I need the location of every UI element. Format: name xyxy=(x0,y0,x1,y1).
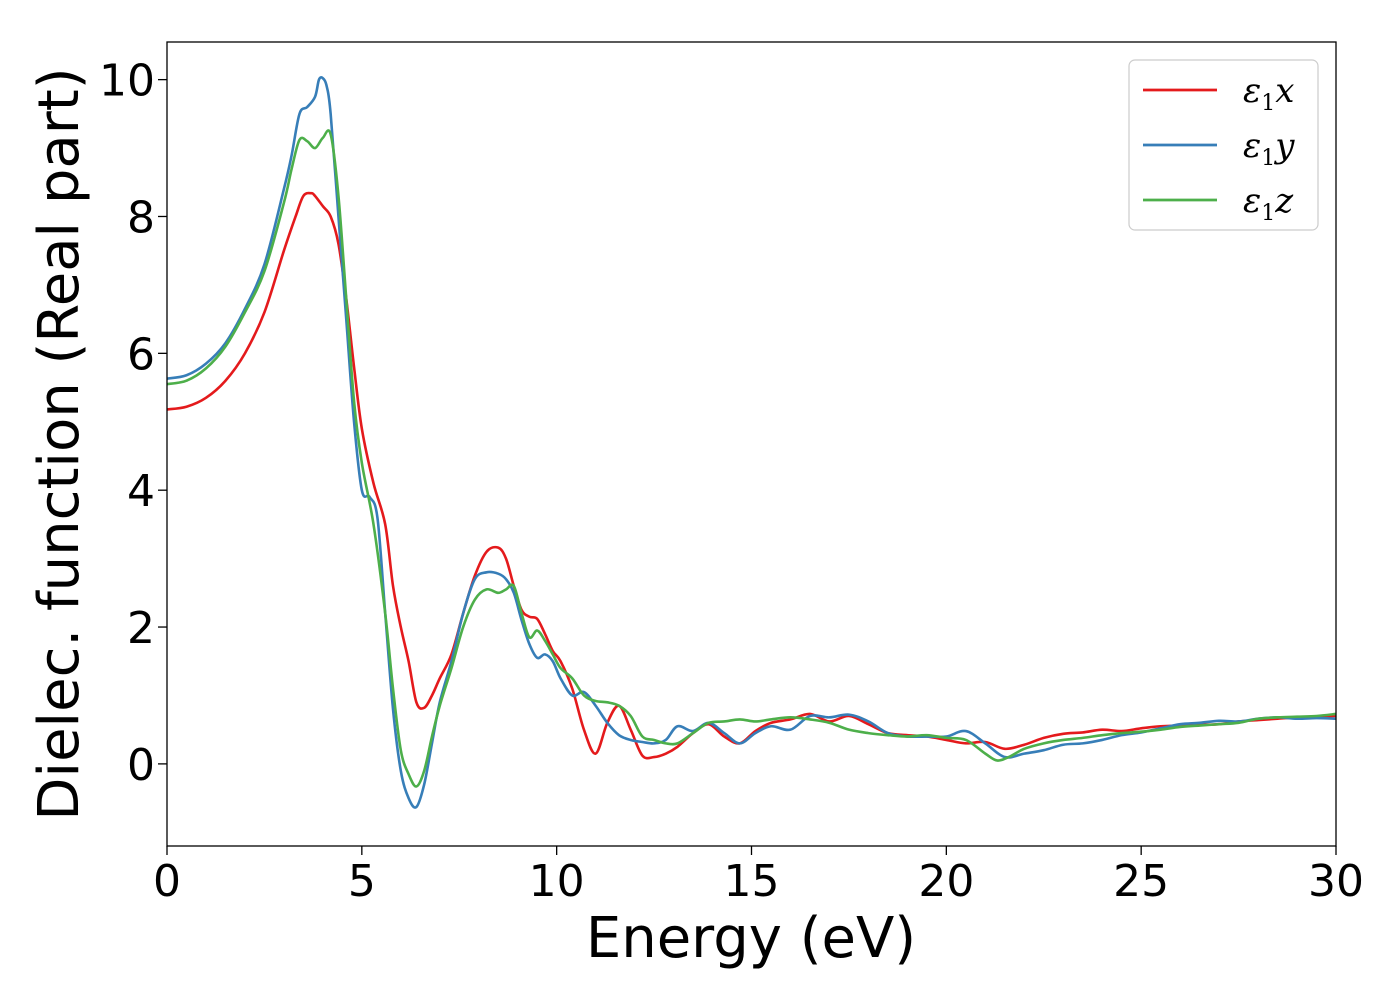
y-tick-label: 0 xyxy=(127,740,155,791)
legend-label-z: ε1z xyxy=(1243,181,1294,226)
legend-label-x: ε1x xyxy=(1243,71,1294,116)
legend-box xyxy=(1128,59,1319,231)
series-line-z xyxy=(167,129,1336,788)
x-tick-label: 30 xyxy=(1308,856,1364,907)
y-tick-label: 2 xyxy=(127,603,155,654)
x-tick-label: 5 xyxy=(348,856,376,907)
series-layer xyxy=(167,76,1336,809)
y-axis-label: Dielec. function (Real part) xyxy=(27,67,92,820)
legend: ε1x ε1y ε1z xyxy=(1128,59,1319,231)
x-tick-label: 10 xyxy=(529,856,585,907)
y-tick-label: 4 xyxy=(127,466,155,517)
x-tick-label: 0 xyxy=(153,856,181,907)
axis-ticks: 0 5 10 15 20 25 30 0 2 4 6 8 10 xyxy=(99,56,1364,907)
x-axis-label: Energy (eV) xyxy=(586,906,916,971)
y-tick-label: 10 xyxy=(99,56,155,107)
x-tick-label: 20 xyxy=(918,856,974,907)
y-tick-label: 8 xyxy=(127,192,155,243)
x-tick-label: 15 xyxy=(724,856,780,907)
y-tick-label: 6 xyxy=(127,329,155,380)
legend-label-y: ε1y xyxy=(1243,126,1295,171)
x-tick-label: 25 xyxy=(1113,856,1169,907)
